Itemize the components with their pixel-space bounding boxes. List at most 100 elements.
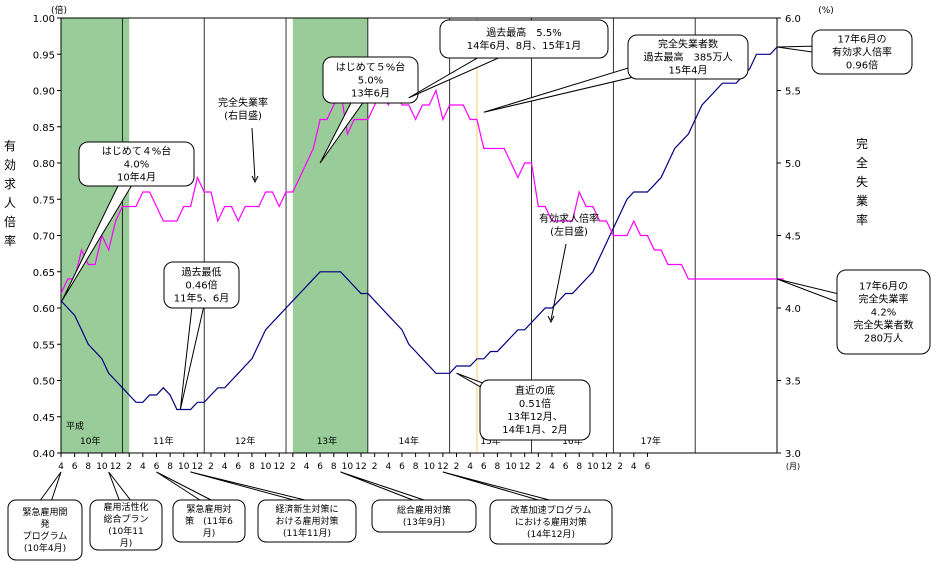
- callout-fill: [838, 271, 929, 353]
- x-tick-label: 10: [342, 462, 354, 472]
- left-tick-label: 1.00: [33, 14, 55, 25]
- policy-box-fill: [174, 501, 244, 541]
- callout-text: 13年6月: [351, 87, 390, 100]
- callout-fill: [441, 21, 607, 57]
- policy-box-fill: [491, 501, 611, 543]
- x-tick-label: 2: [617, 462, 623, 472]
- left-tick-label: 0.50: [33, 377, 55, 388]
- left-axis-unit: (倍): [51, 4, 67, 16]
- year-label: 13年: [317, 435, 337, 447]
- x-tick-label: 8: [331, 462, 337, 472]
- callout-text: 0.46倍: [185, 279, 217, 292]
- right-tick-label: 4.5: [785, 232, 801, 243]
- x-tick-label: 6: [154, 462, 160, 472]
- year-label: 11年: [153, 435, 173, 447]
- x-tick-label: 8: [249, 462, 255, 472]
- callout-text: 13年12月、: [507, 410, 562, 423]
- callout-text: はじめて５%台: [336, 61, 406, 74]
- policy-text: (10年11: [108, 525, 143, 537]
- right-tick-label: 3.5: [785, 377, 801, 388]
- right-axis-unit: (%): [818, 6, 834, 16]
- callout-text: 14年1月、2月: [502, 423, 567, 436]
- x-tick-label: 12: [437, 462, 448, 472]
- annotation-text: (右目盛): [224, 109, 262, 122]
- x-tick-label: 8: [495, 462, 501, 472]
- right-tick-label: 5.0: [785, 159, 801, 170]
- callout-text: 過去最低: [182, 266, 222, 279]
- x-tick-label: 6: [317, 462, 323, 472]
- x-tick-label: 6: [399, 462, 405, 472]
- annotation-text: (左目盛): [550, 225, 588, 238]
- policy-box: 総合雇用対策(13年9月): [340, 471, 477, 533]
- x-tick-label: 4: [222, 462, 228, 472]
- x-tick-label: 10: [96, 462, 108, 472]
- plot-frame: [60, 17, 778, 454]
- annotation-text: 完全失業率: [218, 96, 268, 109]
- policy-text: おける雇用対策: [275, 515, 338, 527]
- policy-pointer: [442, 471, 558, 503]
- year-label: 14年: [399, 435, 419, 447]
- policy-box-fill: [259, 501, 355, 541]
- callout-text: 5.0%: [358, 76, 383, 87]
- x-tick-label: 4: [58, 462, 64, 472]
- left-tick-label: 0.75: [33, 195, 55, 206]
- x-tick-label: 8: [167, 462, 173, 472]
- policy-text: 緊急雇用開: [22, 506, 67, 518]
- callout: はじめて５%台 5.0%13年6月: [319, 56, 419, 164]
- policy-box-fill: [9, 501, 81, 559]
- left-axis-label-char: 効: [4, 157, 16, 172]
- right-tick-label: 3.0: [785, 449, 801, 460]
- callout-fill: [80, 143, 193, 185]
- x-tick-label: 6: [481, 462, 487, 472]
- policy-text: (11年11月): [283, 527, 331, 539]
- x-tick-label: 12: [355, 462, 366, 472]
- x-tick-label: 2: [290, 462, 296, 472]
- x-tick-label: 4: [140, 462, 146, 472]
- callout-text: 0.96倍: [846, 59, 878, 72]
- right-axis-label-char: 率: [856, 212, 868, 227]
- callout-text: 直近の底: [515, 384, 555, 397]
- callout-fill: [629, 36, 747, 78]
- callout-fill: [481, 381, 589, 439]
- x-tick-label: 4: [385, 462, 391, 472]
- right-axis-label-char: 失: [856, 174, 868, 189]
- left-tick-label: 0.85: [33, 123, 55, 134]
- left-tick-label: 0.55: [33, 340, 55, 351]
- callout-text: 280万人: [864, 333, 903, 345]
- year-label: 12年: [235, 435, 255, 447]
- callout-text: 有効求人倍率: [832, 46, 892, 59]
- policy-text: 経済新生対策に: [275, 503, 338, 515]
- callout-text: 過去最高 5.5%: [486, 26, 561, 39]
- x-tick-label: 6: [235, 462, 241, 472]
- callout-text: 4.0%: [124, 160, 149, 171]
- right-tick-label: 6.0: [785, 14, 801, 25]
- annotation-arrow: [547, 315, 555, 324]
- left-tick-label: 0.40: [33, 449, 55, 460]
- callout-text: 完全失業者数: [854, 319, 914, 332]
- left-axis-label-char: 有: [4, 139, 16, 153]
- x-tick-label: 2: [126, 462, 132, 472]
- x-tick-label: 12: [192, 462, 203, 472]
- callout-text: はじめて４%台: [102, 145, 172, 158]
- left-tick-label: 0.60: [33, 304, 55, 315]
- callout-text: 0.51倍: [519, 397, 551, 410]
- x-tick-label: 4: [631, 462, 637, 472]
- x-tick-label: 4: [467, 462, 473, 472]
- year-label: 10年: [80, 435, 100, 447]
- policy-text: 月): [203, 528, 216, 539]
- year-label: 17年: [641, 435, 661, 447]
- callout-text: 11年5、6月: [174, 292, 229, 305]
- policy-text: 策 (11年6: [185, 515, 233, 527]
- callout-text: 10年4月: [117, 171, 156, 184]
- left-tick-label: 0.90: [33, 87, 55, 98]
- left-axis-label-char: 倍: [4, 214, 16, 229]
- x-tick-label: 6: [72, 462, 78, 472]
- x-tick-label: 2: [372, 462, 378, 472]
- callout-text: 完全失業者数: [658, 38, 718, 51]
- era-label: 平成: [66, 420, 84, 432]
